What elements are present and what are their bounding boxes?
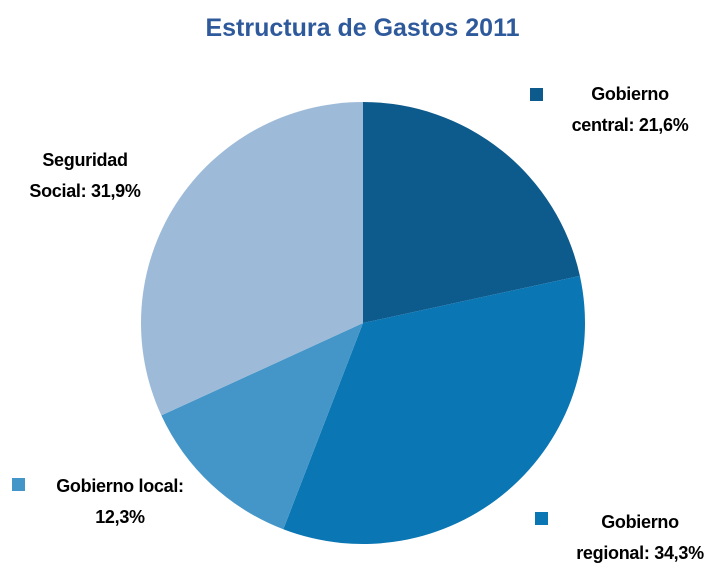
legend-marker xyxy=(12,478,25,491)
slice-label: Gobierno regional: 34,3% xyxy=(565,507,715,569)
value-label: 12,3% xyxy=(95,507,145,527)
pie-slice xyxy=(283,275,586,545)
value-label: 31,9% xyxy=(91,181,141,201)
pie-slice xyxy=(140,102,363,416)
slice-label: Seguridad Social: 31,9% xyxy=(15,145,155,207)
pie-slice xyxy=(161,323,363,530)
value-label: 34,3% xyxy=(654,543,704,563)
category-label: Gobierno central: xyxy=(571,84,670,135)
legend-marker xyxy=(535,512,548,525)
category-label: Gobierno regional: xyxy=(576,512,679,563)
value-label: 21,6% xyxy=(638,115,689,135)
category-label: Gobierno local: xyxy=(56,476,184,496)
category-label: Seguridad Social: xyxy=(29,150,128,201)
slice-label: Gobierno central: 21,6% xyxy=(565,79,695,141)
slice-label: Gobierno local: 12,3% xyxy=(35,471,205,533)
legend-marker xyxy=(530,88,543,101)
chart-title: Estructura de Gastos 2011 xyxy=(205,14,520,42)
pie-slice xyxy=(363,102,580,323)
